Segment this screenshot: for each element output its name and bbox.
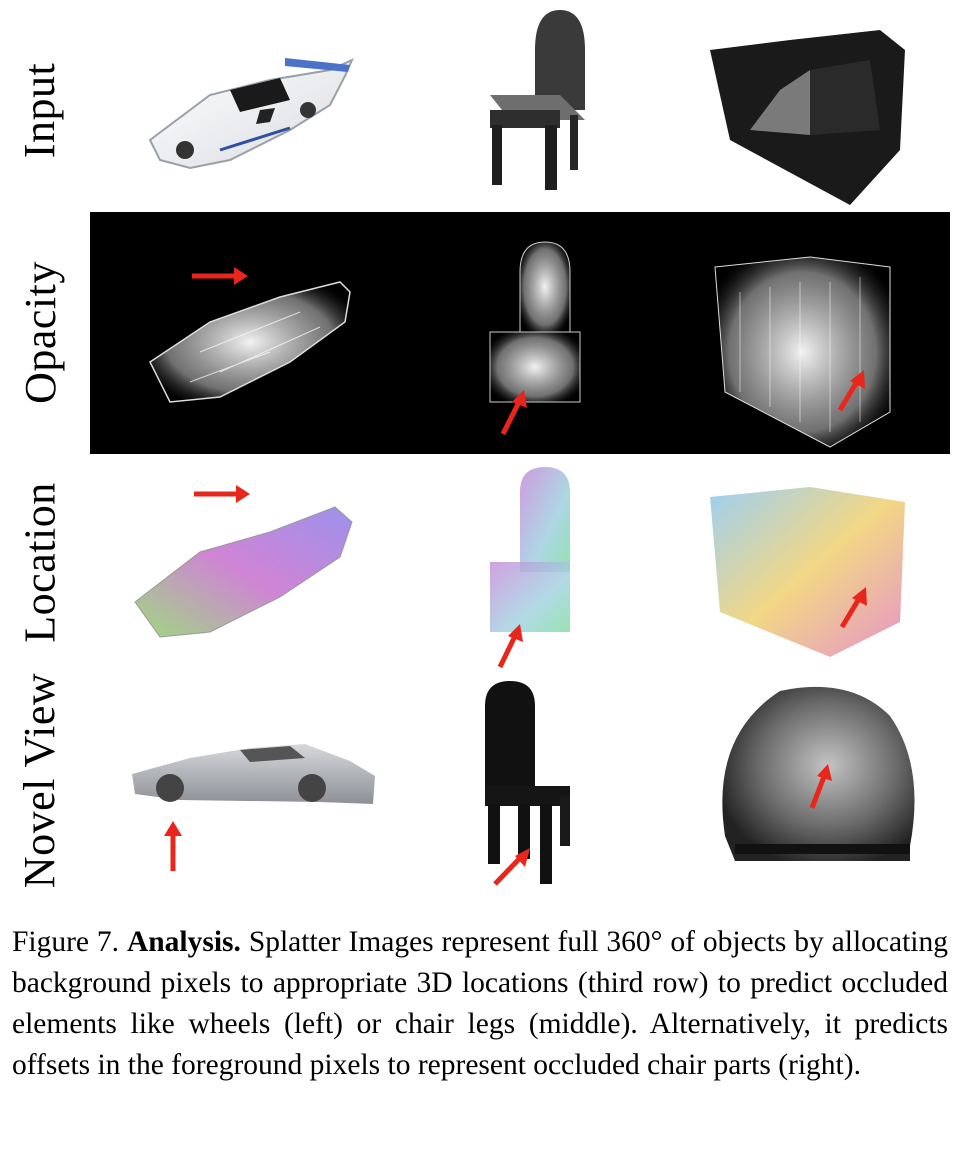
location-row-images: [134, 467, 905, 669]
figure-label: Figure 7.: [12, 926, 120, 958]
location-arrow-chair: [497, 624, 523, 669]
input-car-image: [148, 58, 354, 170]
novel-view-row-panel: [90, 676, 950, 898]
opacity-armchair-image: [714, 256, 891, 448]
novel-view-car-image: [132, 744, 375, 804]
location-row-panel: [90, 462, 950, 672]
figure-caption: Figure 7. Analysis. Splatter Images repr…: [12, 922, 948, 1086]
row-label-novel-view-text: Novel View: [15, 672, 65, 888]
novel-view-arrow-car: [164, 821, 182, 871]
caption-text: Splatter Images represent full 360° of o…: [12, 926, 949, 1081]
input-row-images: [148, 10, 905, 205]
location-chair-image: [490, 467, 570, 632]
novel-view-arrow-chair: [493, 848, 530, 886]
opacity-row-panel: [90, 212, 950, 454]
row-label-input-text: Input: [15, 62, 65, 158]
novel-view-arrow-armchair: [809, 764, 832, 809]
opacity-chair-image: [489, 241, 581, 403]
row-label-novel-view: Novel View: [0, 670, 80, 890]
opacity-arrow-car: [192, 267, 248, 285]
location-armchair-image: [710, 487, 905, 657]
opacity-car-image: [149, 281, 351, 403]
input-armchair-image: [710, 30, 905, 205]
novel-view-chair-image: [485, 681, 570, 884]
row-label-location: Location: [0, 462, 80, 662]
novel-view-row-images: [132, 681, 915, 886]
row-label-location-text: Location: [15, 481, 65, 643]
location-arrow-car: [194, 485, 250, 503]
opacity-arrow-chair: [500, 390, 527, 436]
opacity-arrow-armchair: [837, 370, 865, 412]
opacity-row-images: [149, 241, 891, 448]
row-label-input: Input: [0, 30, 80, 190]
caption-bold-title: Analysis.: [126, 926, 241, 958]
location-car-image: [134, 506, 353, 638]
row-label-opacity-text: Opacity: [15, 260, 65, 404]
location-arrow-armchair: [839, 587, 867, 629]
input-chair-image: [490, 10, 585, 190]
novel-view-armchair-image: [722, 686, 915, 861]
row-label-opacity: Opacity: [0, 212, 80, 452]
input-row-panel: [90, 10, 950, 210]
